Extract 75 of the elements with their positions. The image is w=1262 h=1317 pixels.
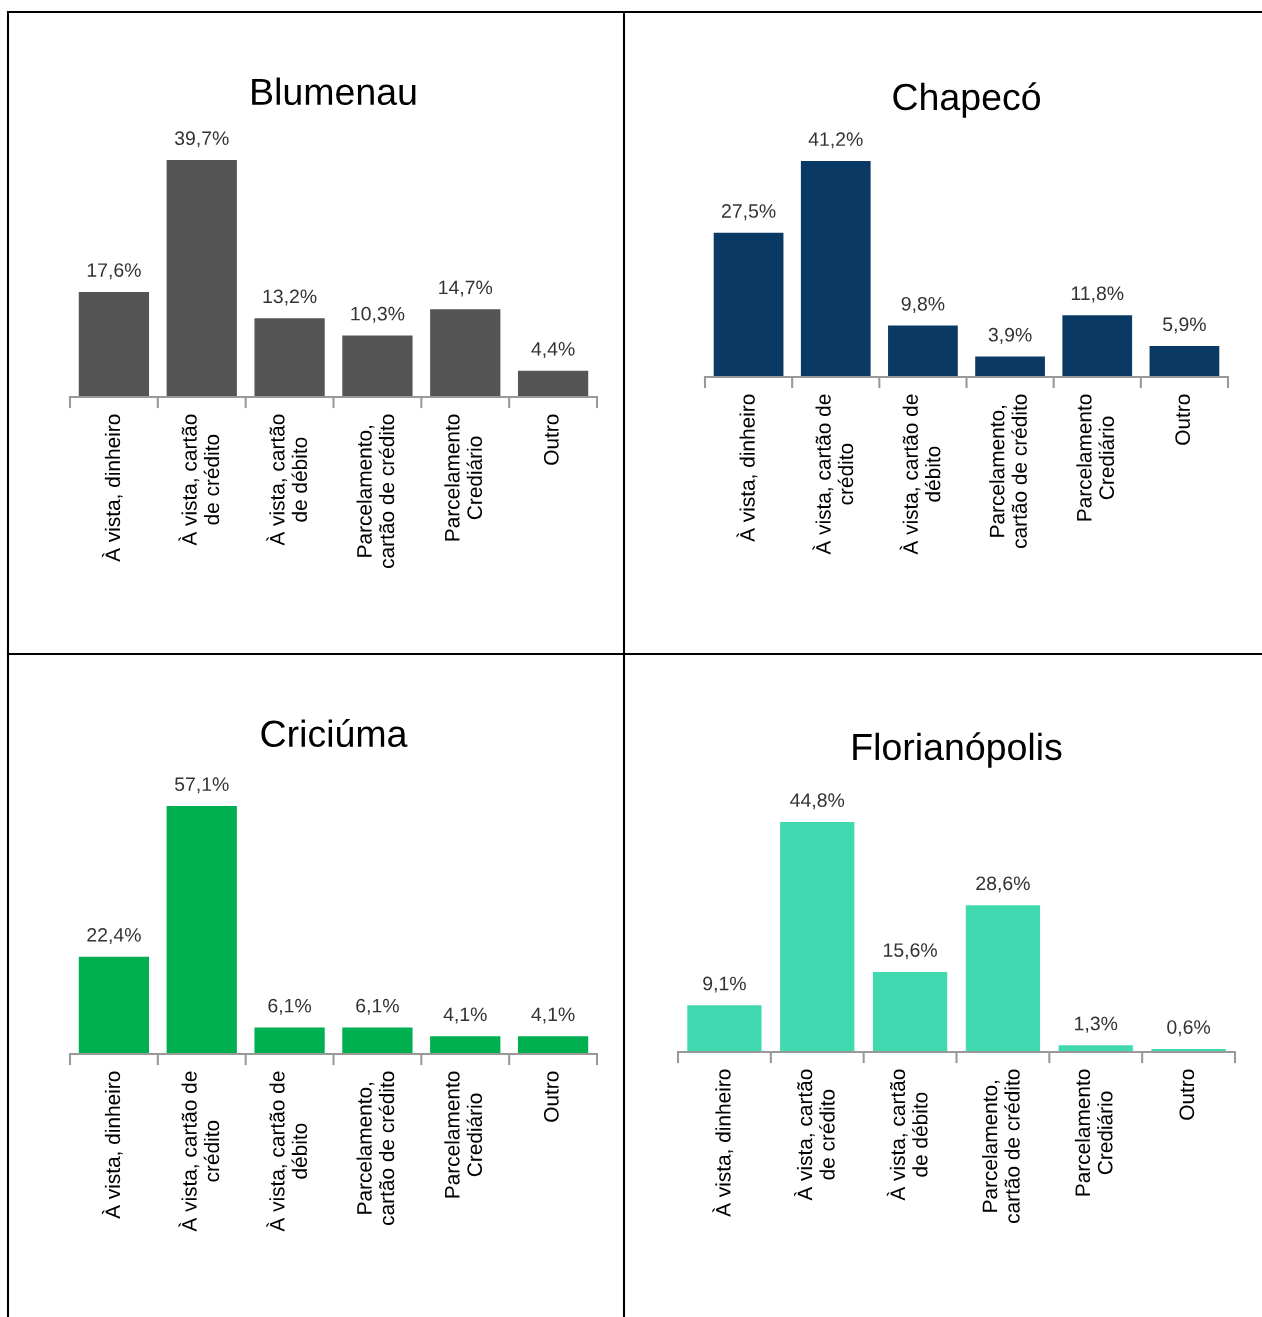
x-tick-label: Parcelamento, cartão de crédito <box>981 1069 1020 1223</box>
data-label: 9,8% <box>901 296 945 313</box>
bar <box>965 905 1041 1052</box>
x-tick-label: À vista, dinheiro <box>101 1071 123 1219</box>
x-tick-label: Parcelamento, cartão de crédito <box>989 394 1027 548</box>
x-tick-label: À vista, cartão de débito <box>266 414 308 546</box>
bar <box>517 370 589 397</box>
bar <box>687 1005 762 1052</box>
bar <box>166 806 237 1054</box>
data-label: 4,4% <box>531 342 575 359</box>
bar <box>888 325 958 377</box>
data-label: 4,1% <box>531 1007 575 1024</box>
x-tick-label: À vista, dinheiro <box>736 394 758 542</box>
x-tick-label: À vista, cartão de crédito <box>178 414 220 546</box>
data-label: 5,9% <box>1163 317 1206 334</box>
data-label: 0,6% <box>1167 1020 1211 1037</box>
bar <box>78 291 150 397</box>
x-tick-label: Outro <box>543 1071 559 1122</box>
bar <box>780 822 855 1052</box>
data-label: 17,6% <box>87 263 141 280</box>
bar <box>1149 346 1220 377</box>
bar <box>872 971 948 1052</box>
x-tick-label: Parcelamento Crediário <box>1076 394 1115 521</box>
x-tick-label: À vista, cartão de crédito <box>812 394 854 555</box>
data-label: 6,1% <box>268 998 312 1015</box>
data-label: 27,5% <box>722 204 776 221</box>
data-label: 28,6% <box>976 876 1030 893</box>
bar <box>1058 1045 1133 1052</box>
data-label: 9,1% <box>703 976 746 993</box>
data-label: 22,4% <box>87 927 141 945</box>
x-tick-label: Outro <box>1175 394 1191 445</box>
chart-title: Blumenau <box>252 77 416 106</box>
x-tick-label: À vista, cartão de crédito <box>178 1071 220 1232</box>
x-tick-label: À vista, cartão de crédito <box>794 1069 835 1201</box>
bar <box>430 1036 501 1054</box>
x-tick-label: Parcelamento Crediário <box>444 414 483 541</box>
x-tick-label: Outro <box>543 414 559 465</box>
bar <box>254 1027 325 1054</box>
x-tick-label: Parcelamento Crediário <box>1074 1069 1113 1196</box>
x-tick-label: Parcelamento, cartão de crédito <box>356 1071 395 1225</box>
bar <box>342 1027 413 1054</box>
x-tick-label: Outro <box>1179 1069 1195 1120</box>
bar <box>975 356 1045 377</box>
data-label: 41,2% <box>808 132 863 149</box>
data-label: 6,1% <box>356 998 399 1015</box>
chart-title: Criciúma <box>261 719 408 748</box>
data-label: 10,3% <box>351 306 405 323</box>
data-label: 1,3% <box>1075 1016 1118 1033</box>
bar <box>430 309 501 397</box>
bar <box>713 232 784 377</box>
x-tick-label: À vista, cartão de débito <box>266 1071 308 1232</box>
bar <box>78 956 150 1054</box>
x-tick-label: À vista, cartão de débito <box>886 1069 928 1201</box>
chart-title: Chapecó <box>893 82 1040 118</box>
x-tick-label: À vista, dinheiro <box>101 414 123 562</box>
data-label: 13,2% <box>263 289 317 306</box>
data-label: 39,7% <box>174 131 229 148</box>
data-label: 15,6% <box>884 943 937 960</box>
data-label: 44,8% <box>790 793 845 810</box>
data-label: 57,1% <box>174 777 229 794</box>
bar <box>166 160 237 397</box>
bar <box>254 318 325 397</box>
data-label: 14,7% <box>439 280 493 297</box>
x-tick-label: Parcelamento Crediário <box>444 1071 483 1198</box>
bar <box>342 335 413 397</box>
bar <box>1062 315 1133 377</box>
bar <box>517 1036 589 1054</box>
data-label: 11,8% <box>1071 286 1124 303</box>
chart-title: Florianópolis <box>853 732 1062 768</box>
x-tick-label: À vista, cartão de débito <box>899 394 941 555</box>
data-label: 4,1% <box>443 1007 487 1024</box>
x-tick-label: À vista, dinheiro <box>712 1069 734 1217</box>
bar <box>800 161 871 377</box>
data-label: 3,9% <box>988 327 1032 344</box>
x-tick-label: Parcelamento, cartão de crédito <box>356 414 395 568</box>
